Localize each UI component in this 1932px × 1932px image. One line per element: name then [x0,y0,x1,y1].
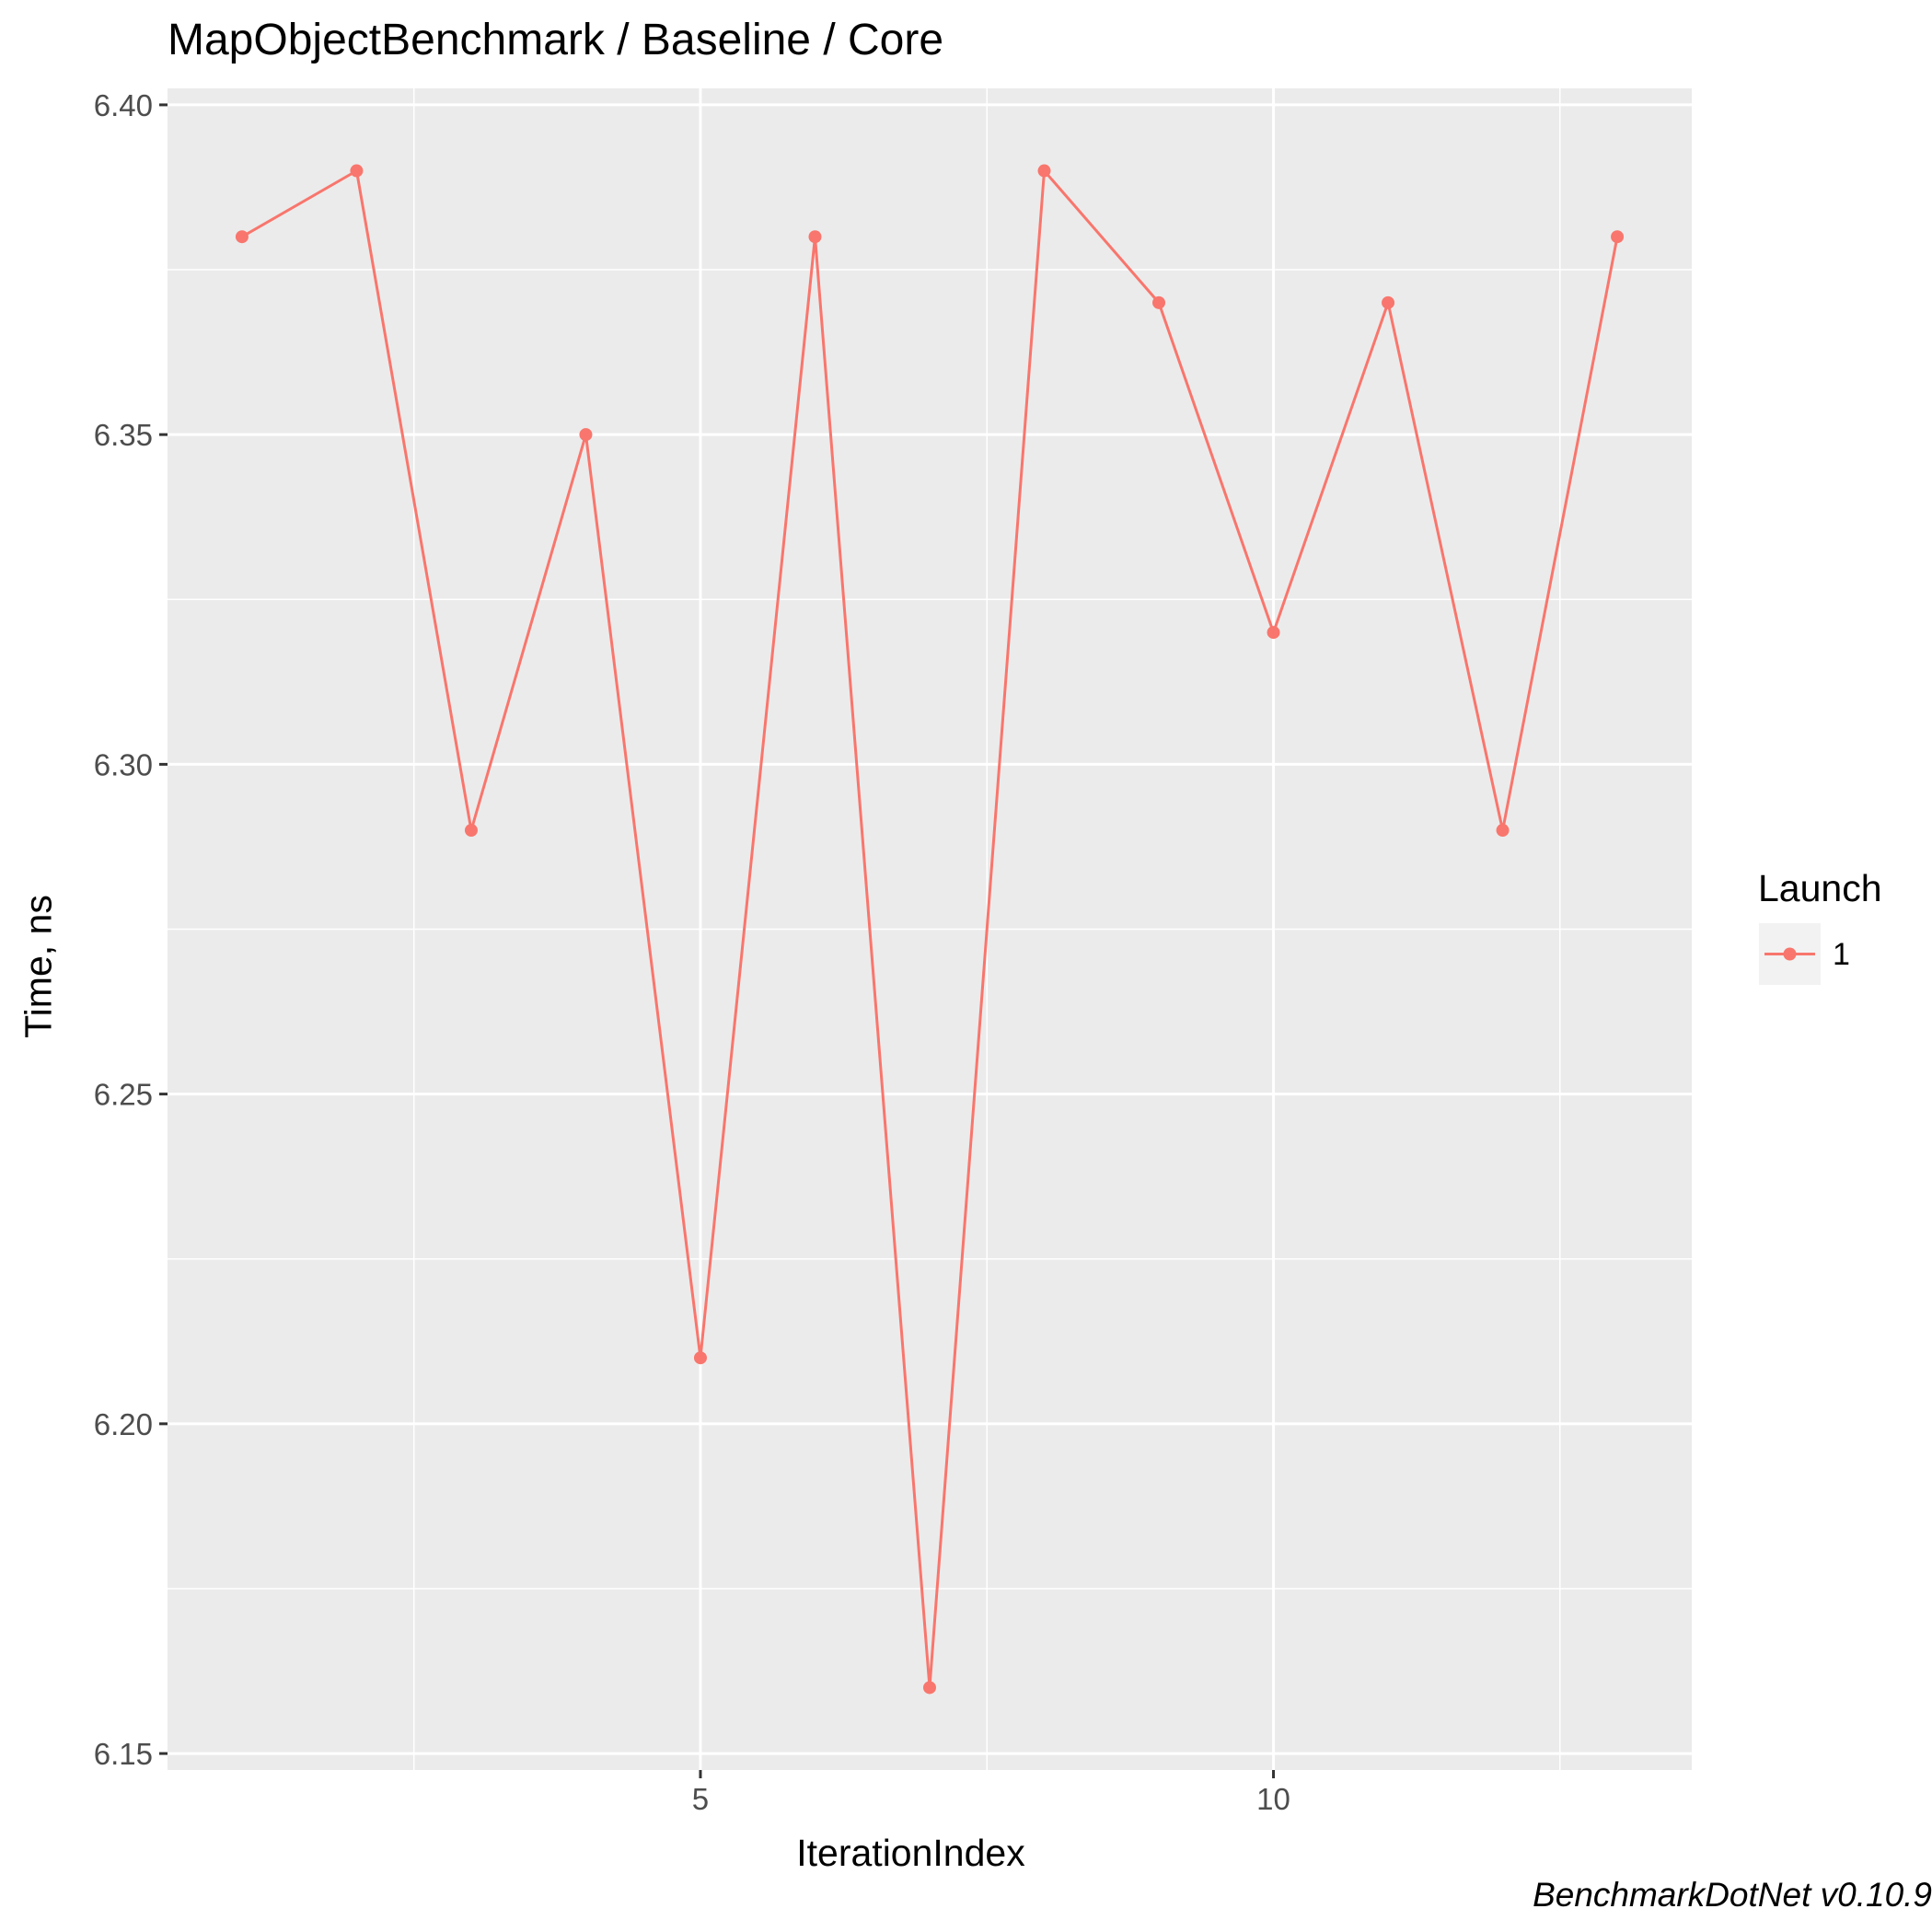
data-point [808,230,822,244]
y-tick-label: 6.30 [94,747,153,781]
y-axis-label: Time, ns [17,895,60,1038]
data-point [923,1681,936,1695]
data-point [579,428,593,442]
y-tick-label: 6.35 [94,418,153,452]
y-tick-label: 6.40 [94,88,153,122]
y-tick-label: 6.15 [94,1737,153,1771]
data-point [1267,626,1280,640]
data-point [464,824,478,838]
legend-key [1759,923,1821,985]
x-tick-label: 10 [1256,1782,1290,1816]
data-point [1496,824,1510,838]
y-tick-label: 6.25 [94,1078,153,1112]
data-point [693,1351,707,1365]
caption: BenchmarkDotNet v0.10.9 [1533,1876,1932,1914]
legend-line-point-icon [1764,947,1815,961]
data-point [1037,164,1051,178]
x-tick-label: 5 [692,1782,709,1816]
data-point [350,164,364,178]
y-tick-label: 6.20 [94,1407,153,1441]
data-point [1152,295,1166,309]
legend-entry-label: 1 [1833,937,1850,972]
data-point [1611,230,1625,244]
chart-title: MapObjectBenchmark / Baseline / Core [168,16,944,64]
legend-title: Launch [1758,867,1882,909]
x-axis-label: IterationIndex [796,1832,1025,1874]
data-point [235,230,249,244]
data-point [1382,295,1395,309]
